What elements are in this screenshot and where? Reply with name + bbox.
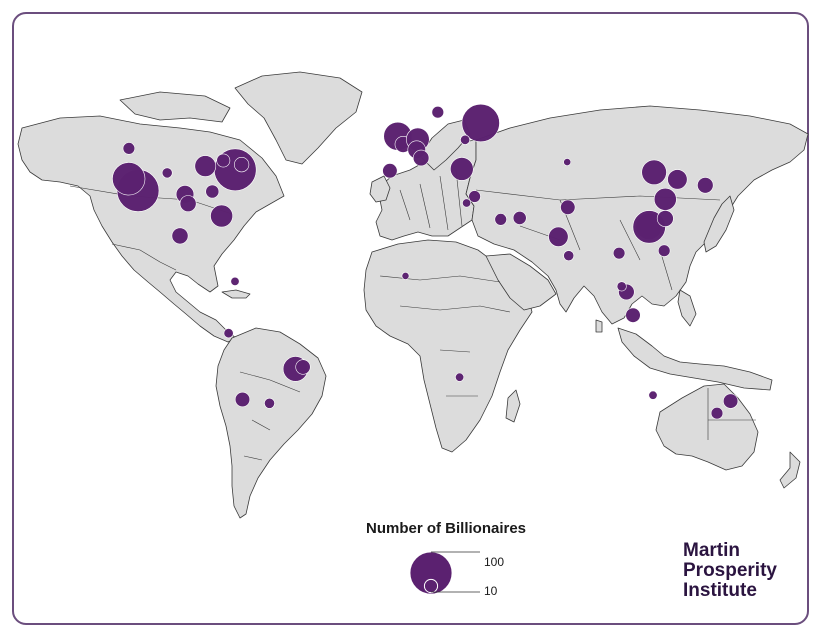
land-indonesia	[617, 327, 773, 391]
bubble-mexico-city	[171, 227, 189, 245]
bubble-riyadh	[494, 213, 507, 226]
land-arabia	[485, 253, 557, 311]
land-madagascar	[505, 389, 521, 423]
bubble-dubai	[512, 210, 527, 225]
land-uk	[369, 175, 391, 203]
bubble-stockholm	[431, 105, 444, 119]
bubble-lima	[223, 328, 234, 339]
bubble-chicago	[194, 155, 217, 177]
bubble-sydney	[722, 393, 739, 409]
border-europe	[399, 169, 463, 231]
land-asia	[465, 105, 809, 325]
bubble-madrid	[382, 163, 398, 179]
bubble-san-francisco	[112, 162, 146, 196]
bubble-miami	[210, 204, 234, 228]
bubble-denver	[161, 167, 173, 179]
land-south-america	[215, 327, 327, 519]
bubble-manila	[657, 244, 671, 257]
land-arctic-islands	[119, 91, 231, 123]
land-new-zealand	[779, 451, 801, 489]
brand-line-2: Prosperity	[683, 560, 777, 581]
bubble-shanghai	[653, 187, 677, 211]
legend-label-small: 10	[484, 584, 498, 598]
border-asia	[475, 189, 721, 291]
bubble-jakarta	[625, 307, 641, 323]
border-us-canada	[69, 185, 233, 215]
bubble-santiago	[234, 391, 251, 408]
legend-circle-small	[423, 578, 439, 594]
bubble-boston	[234, 157, 250, 173]
bubble-kyiv	[460, 134, 471, 145]
border-africa	[379, 275, 511, 397]
bubble-taipei	[656, 210, 674, 227]
land-philippines	[677, 289, 697, 327]
border-australia	[707, 388, 756, 440]
bubble-perth	[648, 390, 658, 400]
brand-line-1: Martin	[683, 540, 740, 561]
bubble-toronto	[216, 153, 231, 168]
bubble-rio-de-janeiro	[295, 359, 311, 375]
bubble-tel-aviv	[468, 190, 481, 203]
bubble-johannesburg	[455, 372, 465, 382]
bubble-atlanta	[205, 184, 220, 199]
land-caribbean	[221, 289, 251, 299]
bubble-istanbul	[449, 157, 474, 181]
bubble-almaty	[563, 158, 572, 166]
bubble-tokyo	[697, 177, 714, 194]
bubble-seattle	[122, 142, 136, 155]
legend-title: Number of Billionaires	[366, 520, 527, 537]
bubble-bogota	[230, 276, 240, 286]
bubble-buenos-aires	[264, 397, 275, 409]
bubble-bangkok	[612, 247, 626, 260]
border-south-america	[239, 371, 301, 461]
billionaire-bubbles	[112, 103, 739, 420]
brand-line-3: Institute	[683, 580, 757, 601]
bubble-bangalore	[563, 250, 575, 262]
bubble-italy	[412, 149, 430, 167]
land-japan	[703, 195, 735, 253]
brand-logo: Martin Prosperity Institute	[683, 541, 777, 601]
bubble-houston	[179, 195, 197, 213]
land-sri-lanka	[595, 319, 603, 333]
bubble-mumbai	[548, 226, 569, 247]
land-greenland	[234, 71, 363, 165]
bubble-lagos	[401, 271, 410, 280]
bubble-beijing	[641, 159, 667, 186]
border-us-mexico	[111, 243, 177, 271]
bubble-kuala-lumpur	[616, 281, 627, 292]
bubble-seoul	[667, 169, 688, 190]
legend-circle-large	[409, 551, 453, 595]
bubble-moscow	[461, 103, 500, 143]
bubble-delhi	[560, 199, 576, 215]
bubble-melbourne	[710, 407, 724, 420]
land-north-america	[17, 115, 285, 343]
legend-label-large: 100	[484, 555, 505, 569]
land-australia	[655, 383, 759, 471]
bubble-cairo	[462, 198, 472, 208]
